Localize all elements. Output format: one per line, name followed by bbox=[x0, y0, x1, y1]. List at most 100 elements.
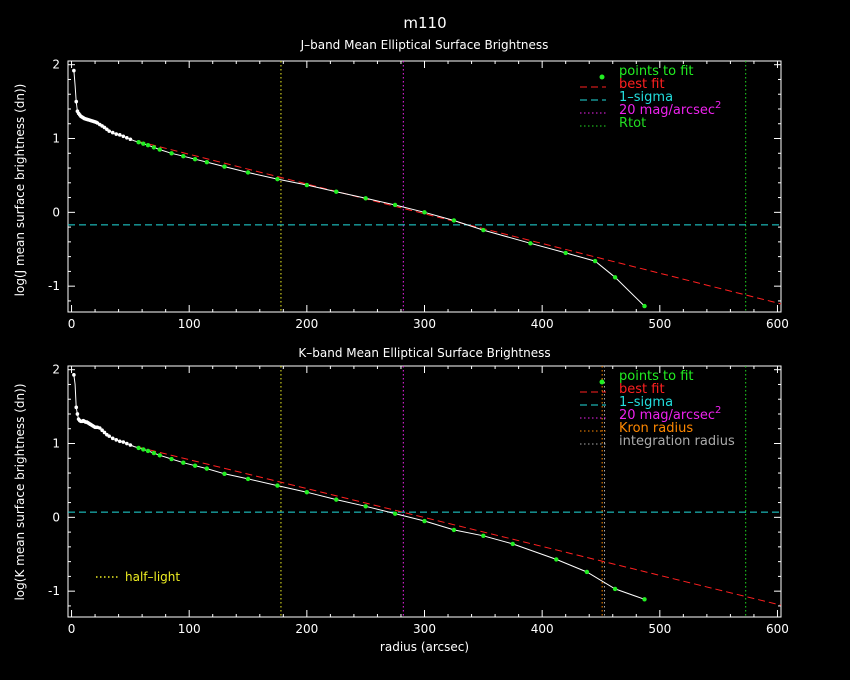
legend-label: Rtot bbox=[619, 116, 646, 131]
fit-point bbox=[584, 569, 590, 575]
fit-point bbox=[204, 466, 210, 471]
fit-point bbox=[592, 258, 598, 264]
y-axis-label: log(J mean surface brightness (dn)) bbox=[13, 84, 27, 297]
profile-point bbox=[110, 436, 115, 441]
fit-point bbox=[334, 497, 339, 502]
profile-point bbox=[74, 99, 79, 104]
legend-label: best fit bbox=[619, 77, 665, 92]
y-tick-label: 1 bbox=[52, 132, 60, 146]
fit-point bbox=[141, 141, 146, 146]
legend-label-superscript: 2 bbox=[715, 100, 721, 111]
panel-title: K–band Mean Elliptical Surface Brightnes… bbox=[298, 346, 550, 360]
legend-swatch bbox=[599, 379, 605, 385]
legend-label-text: Rtot bbox=[619, 116, 646, 131]
fit-point bbox=[275, 176, 280, 182]
best-fit-line bbox=[138, 446, 782, 606]
legend-label: 1–sigma bbox=[619, 395, 673, 410]
profile-point bbox=[107, 434, 111, 438]
fit-point bbox=[304, 182, 310, 188]
y-axis-label: log(K mean surface brightness (dn)) bbox=[13, 383, 27, 600]
x-tick-label: 100 bbox=[178, 317, 201, 331]
profile-point bbox=[117, 133, 122, 137]
panel-k-band: K–band Mean Elliptical Surface Brightnes… bbox=[13, 346, 789, 654]
x-tick-label: 100 bbox=[178, 622, 201, 636]
fit-point bbox=[245, 170, 251, 175]
fit-point bbox=[642, 303, 647, 309]
fit-point bbox=[422, 518, 427, 524]
fit-point bbox=[245, 476, 251, 482]
fit-point bbox=[392, 511, 398, 516]
x-tick-label: 500 bbox=[648, 622, 671, 636]
legend-label-text: points to fit bbox=[619, 64, 694, 79]
profile-point bbox=[74, 405, 79, 410]
profile-point bbox=[128, 443, 133, 447]
legend-label-text: 20 mag/arcsec bbox=[619, 103, 715, 118]
legend-label-text: 1–sigma bbox=[619, 90, 673, 105]
legend-label-text: best fit bbox=[619, 77, 665, 92]
profile-point bbox=[100, 428, 104, 433]
legend-label: points to fit bbox=[619, 64, 694, 79]
half-light-label: half–light bbox=[125, 570, 180, 584]
x-tick-label: 0 bbox=[68, 317, 76, 331]
fit-point bbox=[363, 504, 368, 509]
x-tick-label: 400 bbox=[531, 622, 554, 636]
x-tick-label: 500 bbox=[648, 317, 671, 331]
fit-point bbox=[192, 156, 198, 162]
legend-label: 1–sigma bbox=[619, 90, 673, 105]
fit-point bbox=[141, 447, 146, 452]
fit-point bbox=[192, 463, 198, 468]
fit-point bbox=[222, 471, 227, 476]
legend-label-text: Kron radius bbox=[619, 421, 693, 436]
x-tick-label: 200 bbox=[295, 622, 318, 636]
fit-point bbox=[145, 142, 151, 148]
profile-point bbox=[114, 132, 119, 136]
profile-point bbox=[72, 373, 76, 377]
fit-point bbox=[151, 450, 157, 456]
profile-point bbox=[125, 441, 129, 446]
fit-point bbox=[181, 154, 186, 159]
profile-point bbox=[97, 426, 102, 430]
fit-point bbox=[481, 533, 486, 538]
panel-j-band: J–band Mean Elliptical Surface Brightnes… bbox=[13, 38, 789, 331]
x-tick-label: 400 bbox=[531, 317, 554, 331]
profile-point bbox=[121, 134, 126, 139]
fit-point bbox=[451, 527, 457, 533]
fit-point bbox=[334, 189, 339, 194]
figure-title: m110 bbox=[403, 14, 446, 32]
fit-point bbox=[157, 453, 162, 458]
legend-label-text: points to fit bbox=[619, 369, 694, 384]
profile-point bbox=[125, 135, 129, 140]
fit-point bbox=[157, 147, 162, 152]
x-tick-label: 300 bbox=[413, 317, 436, 331]
y-tick-label: 2 bbox=[52, 363, 60, 377]
profile-point bbox=[128, 137, 133, 142]
y-tick-label: 1 bbox=[52, 437, 60, 451]
profile-point bbox=[72, 68, 76, 73]
legend-label-text: 20 mag/arcsec bbox=[619, 408, 715, 423]
profile-point bbox=[102, 430, 107, 435]
y-tick-label: 0 bbox=[52, 205, 60, 219]
fit-point bbox=[563, 250, 568, 256]
fit-point bbox=[136, 140, 141, 145]
fit-point bbox=[151, 145, 157, 150]
legend-label: 20 mag/arcsec2 bbox=[619, 405, 721, 423]
fit-point bbox=[169, 151, 174, 156]
x-tick-label: 200 bbox=[295, 317, 318, 331]
fit-point bbox=[304, 490, 310, 495]
fit-point bbox=[204, 159, 210, 165]
legend-label-text: best fit bbox=[619, 382, 665, 397]
profile-point bbox=[110, 130, 115, 135]
legend-label: best fit bbox=[619, 382, 665, 397]
panel-title: J–band Mean Elliptical Surface Brightnes… bbox=[300, 38, 549, 52]
legend-label-text: integration radius bbox=[619, 434, 735, 449]
legend-label: integration radius bbox=[619, 434, 735, 449]
profile-point bbox=[75, 412, 80, 416]
fit-point bbox=[392, 202, 398, 208]
fit-point bbox=[642, 597, 647, 602]
x-axis-label: radius (arcsec) bbox=[380, 640, 469, 654]
profile-point bbox=[117, 439, 122, 444]
legend-label-text: 1–sigma bbox=[619, 395, 673, 410]
legend-swatch bbox=[599, 74, 605, 80]
x-tick-label: 300 bbox=[413, 622, 436, 636]
